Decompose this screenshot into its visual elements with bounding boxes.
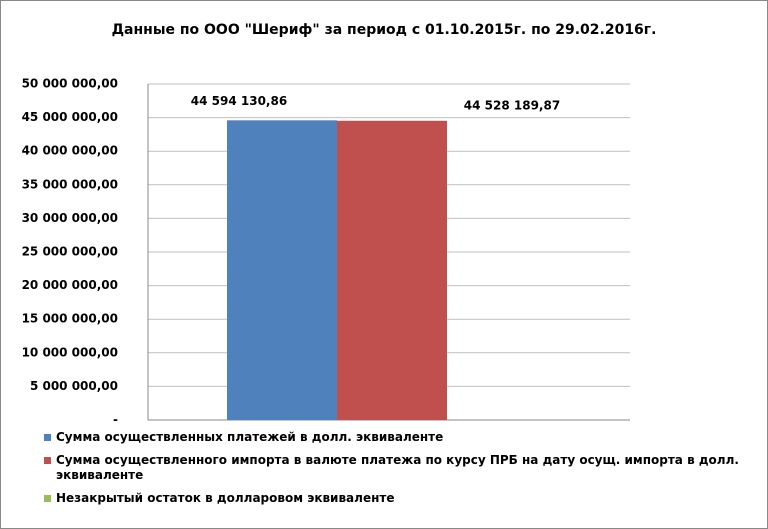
- bar: [227, 120, 337, 420]
- legend-swatch: [44, 495, 51, 502]
- legend-label: Незакрытый остаток в долларовом эквивале…: [56, 491, 395, 505]
- legend: Сумма осуществленных платежей в долл. эк…: [44, 430, 744, 514]
- y-tick-label: 10 000 000,00: [22, 345, 118, 359]
- y-tick-label: 25 000 000,00: [22, 245, 118, 259]
- y-tick-label: 40 000 000,00: [22, 144, 118, 158]
- y-tick-label: 30 000 000,00: [22, 211, 118, 225]
- y-tick-label: 15 000 000,00: [22, 312, 118, 326]
- legend-label: Сумма осуществленного импорта в валюте п…: [56, 453, 739, 482]
- legend-swatch: [44, 457, 51, 464]
- chart-title: Данные по ООО "Шериф" за период с 01.10.…: [112, 22, 657, 38]
- y-tick-label: 50 000 000,00: [22, 77, 118, 91]
- legend-item: Незакрытый остаток в долларовом эквивале…: [44, 491, 744, 506]
- legend-swatch: [44, 434, 51, 441]
- y-tick-label: 20 000 000,00: [22, 278, 118, 292]
- data-label: 44 594 130,86: [191, 94, 287, 108]
- y-tick-label: 35 000 000,00: [22, 177, 118, 191]
- legend-item: Сумма осуществленного импорта в валюте п…: [44, 453, 744, 483]
- y-tick-label: 5 000 000,00: [30, 379, 118, 393]
- bar: [337, 120, 447, 420]
- y-tick-label: -: [113, 413, 118, 427]
- y-tick-label: 45 000 000,00: [22, 110, 118, 124]
- legend-label: Сумма осуществленных платежей в долл. эк…: [56, 430, 444, 444]
- data-label: 44 528 189,87: [464, 98, 560, 112]
- legend-item: Сумма осуществленных платежей в долл. эк…: [44, 430, 744, 445]
